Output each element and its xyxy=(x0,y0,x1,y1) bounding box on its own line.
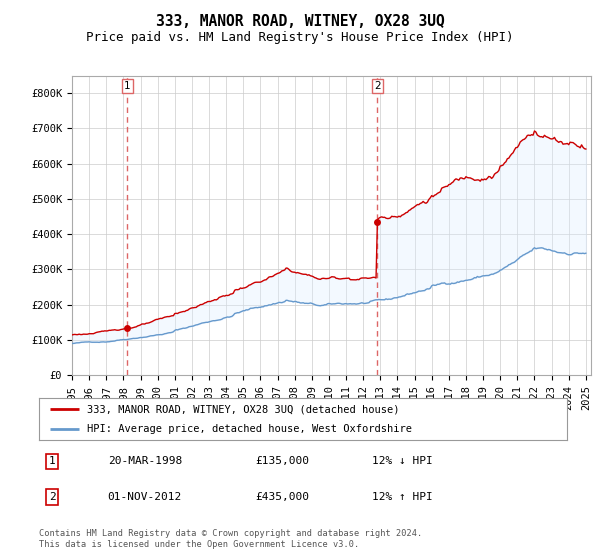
Text: 01-NOV-2012: 01-NOV-2012 xyxy=(107,492,182,502)
Text: 1: 1 xyxy=(49,456,56,466)
Text: 333, MANOR ROAD, WITNEY, OX28 3UQ (detached house): 333, MANOR ROAD, WITNEY, OX28 3UQ (detac… xyxy=(86,404,399,414)
Text: 12% ↓ HPI: 12% ↓ HPI xyxy=(371,456,433,466)
Text: 333, MANOR ROAD, WITNEY, OX28 3UQ: 333, MANOR ROAD, WITNEY, OX28 3UQ xyxy=(155,14,445,29)
Text: 2: 2 xyxy=(374,81,381,91)
Text: 1: 1 xyxy=(124,81,130,91)
Text: Price paid vs. HM Land Registry's House Price Index (HPI): Price paid vs. HM Land Registry's House … xyxy=(86,31,514,44)
Text: HPI: Average price, detached house, West Oxfordshire: HPI: Average price, detached house, West… xyxy=(86,424,412,434)
Text: Contains HM Land Registry data © Crown copyright and database right 2024.
This d: Contains HM Land Registry data © Crown c… xyxy=(39,529,422,549)
Text: £135,000: £135,000 xyxy=(256,456,310,466)
Text: 2: 2 xyxy=(49,492,56,502)
Text: 12% ↑ HPI: 12% ↑ HPI xyxy=(371,492,433,502)
Text: £435,000: £435,000 xyxy=(256,492,310,502)
Text: 20-MAR-1998: 20-MAR-1998 xyxy=(107,456,182,466)
